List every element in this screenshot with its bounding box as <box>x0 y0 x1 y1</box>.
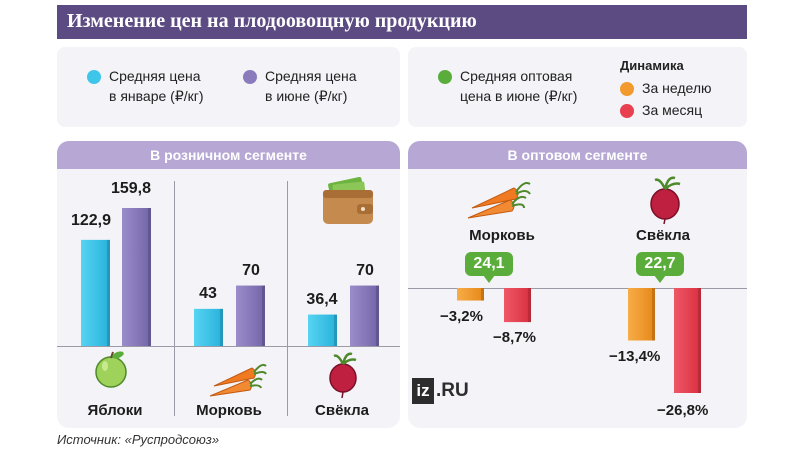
category-label-apples: Яблоки <box>87 402 143 419</box>
retail-section-header: В розничном сегменте <box>57 141 400 169</box>
logo-mark: iz <box>412 378 434 404</box>
wholesale-category-label-beet: Свёкла <box>636 227 690 244</box>
bar-value-beet-jun: 70 <box>356 262 374 279</box>
retail-baseline <box>57 346 400 347</box>
retail-divider-1 <box>174 181 175 416</box>
logo-text: .RU <box>436 380 469 401</box>
pct-label-beet-week: −13,4% <box>609 348 661 365</box>
legend-swatch-wholesale <box>438 70 452 84</box>
legend-label-jan-line2: в январе (₽/кг) <box>109 88 204 104</box>
legend-label-wholesale-line2: цена в июне (₽/кг) <box>460 88 578 104</box>
tag-pointer <box>654 275 666 283</box>
wholesale-price-carrot: 24,1 <box>473 255 505 272</box>
legend-swatch-month <box>620 104 634 118</box>
category-label-beet: Свёкла <box>315 402 369 419</box>
legend-swatch-jan <box>87 70 101 84</box>
wholesale-section-header: В оптовом сегменте <box>408 141 747 169</box>
wholesale-price-beet: 22,7 <box>644 255 676 272</box>
wholesale-price-tag-beet: 22,7 <box>636 252 684 283</box>
pct-label-beet-month: −26,8% <box>657 402 709 419</box>
legend-label-month: За месяц <box>642 102 703 118</box>
source-note: Источник: «Руспродсоюз» <box>57 432 220 447</box>
legend-label-jan-line1: Средняя цена <box>109 68 201 84</box>
wholesale-category-label-carrot: Морковь <box>469 227 535 244</box>
bar-value-carrot-jun: 70 <box>242 262 260 279</box>
bar-value-apples-jan: 122,9 <box>70 212 112 229</box>
legend-label-jun-line2: в июне (₽/кг) <box>265 88 348 104</box>
legend-swatch-week <box>620 82 634 96</box>
bar-value-apples-jun: 159,8 <box>110 180 152 197</box>
wholesale-section-title: В оптовом сегменте <box>507 147 648 163</box>
legend-label-wholesale-line1: Средняя оптовая <box>460 68 573 84</box>
legend-panel-retail: Средняя цена в январе (₽/кг) Средняя цен… <box>57 47 400 127</box>
tag-pointer <box>483 275 495 283</box>
bar-value-beet-jan: 36,4 <box>306 291 338 308</box>
bar-value-carrot-jan: 43 <box>199 285 217 302</box>
page-title: Изменение цен на плодоовощную продукцию <box>67 10 477 32</box>
legend-swatch-jun <box>243 70 257 84</box>
wholesale-price-tag-carrot: 24,1 <box>465 252 513 283</box>
legend-panel-wholesale: Средняя оптовая цена в июне (₽/кг) Динам… <box>408 47 747 127</box>
category-label-carrot: Морковь <box>196 402 262 419</box>
legend-dynamics-title: Динамика <box>620 58 684 73</box>
wholesale-baseline <box>408 288 747 289</box>
header-banner: Изменение цен на плодоовощную продукцию <box>57 5 747 39</box>
retail-divider-2 <box>287 181 288 416</box>
legend-label-jun-line1: Средняя цена <box>265 68 357 84</box>
retail-section-title: В розничном сегменте <box>150 147 307 163</box>
legend-label-week: За неделю <box>642 80 712 96</box>
pct-label-carrot-month: −8,7% <box>493 329 536 346</box>
pct-label-carrot-week: −3,2% <box>440 308 483 325</box>
